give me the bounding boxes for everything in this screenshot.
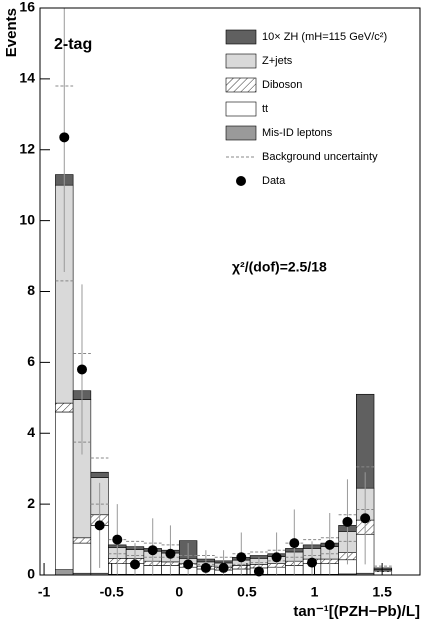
legend-swatch [225,101,257,117]
data-point [218,562,229,573]
tag-label: 2-tag [54,36,92,53]
data-point [183,559,194,570]
y-axis-title: Events [3,8,20,57]
plot-area [55,8,393,577]
data-point [342,516,353,527]
y-tick-label: 2 [27,495,35,511]
histogram-segment [55,569,74,576]
y-tick-label: 14 [19,70,35,86]
data-point [289,538,300,549]
legend-swatch [225,125,257,141]
data-point [253,566,264,577]
y-tick-label: 12 [19,140,35,156]
x-tick-label: -0.5 [100,584,124,600]
legend-swatch [236,176,246,186]
data-point [130,559,140,570]
data-point [59,132,70,143]
y-tick-label: 6 [27,353,35,369]
data-point [236,552,247,563]
data-point [112,534,123,545]
histogram-segment [90,471,109,478]
x-tick-label: 0 [175,584,183,600]
data-point [360,513,371,524]
data-point [200,562,211,573]
legend-label: Z+jets [262,55,293,67]
data-point [94,520,105,531]
data-point [324,539,335,550]
y-tick-label: 16 [19,0,35,15]
y-tick-label: 8 [27,282,35,298]
legend-label: Background uncertainty [262,151,378,163]
data-point [165,548,176,559]
histogram-segment [373,567,393,570]
histogram-segment [55,402,74,413]
legend-label: 10× ZH (mH=115 GeV/c²) [262,31,387,43]
legend-label: Data [262,175,286,187]
legend-swatch [225,77,257,93]
histogram-segment [373,571,393,576]
legend-label: tt [262,103,268,115]
x-axis-title: tan⁻¹[(PZH−Pb)/L] [293,603,420,620]
histogram-segment [72,537,92,544]
data-point [307,557,318,568]
legend-label: Diboson [262,79,302,91]
histogram-segment [72,542,92,574]
chi2-annotation: χ²/(dof)=2.5/18 [232,259,327,275]
x-tick-label: 1.5 [372,584,392,600]
data-point [76,364,87,375]
x-tick-label: -1 [38,584,51,600]
legend-swatch [225,29,257,45]
legend-swatch [225,53,257,69]
histogram-segment [55,411,74,570]
y-tick-label: 4 [27,424,35,440]
x-tick-label: 1 [311,584,319,600]
x-tick-label: 0.5 [237,584,257,600]
legend-label: Mis-ID leptons [262,127,333,139]
y-tick-label: 0 [27,566,35,582]
data-point [271,552,282,563]
data-point [147,545,158,556]
y-tick-label: 10 [19,211,35,227]
